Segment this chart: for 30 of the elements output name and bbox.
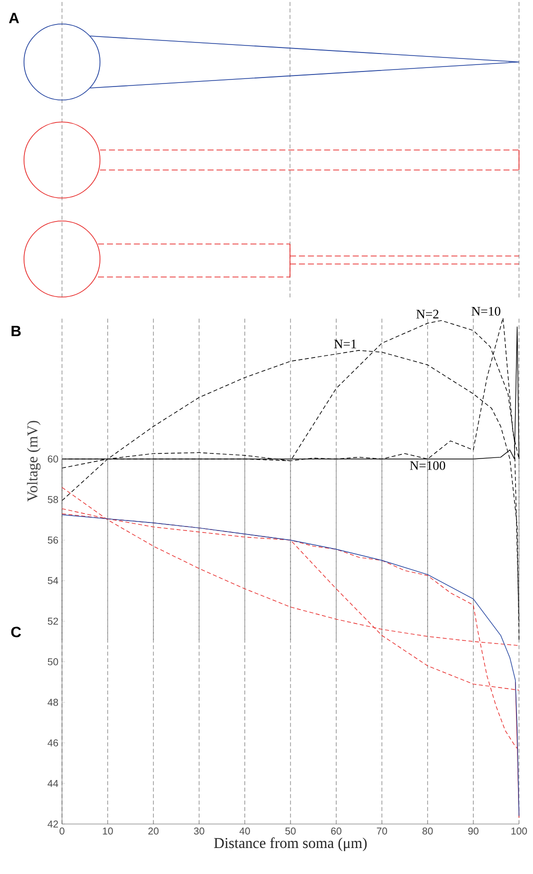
x-tick-label: 0 [60, 828, 64, 835]
x-tick-label: 100 [511, 828, 527, 835]
y-tick-label: 46 [48, 739, 58, 746]
x-tick-label: 30 [194, 828, 204, 835]
x-tick-label: 60 [331, 828, 342, 835]
series-label: N=2 [416, 310, 438, 318]
text: C [11, 626, 21, 638]
y-tick-label: 48 [48, 698, 58, 706]
x-tick-label: 90 [468, 828, 478, 835]
series-label: N=100 [410, 461, 446, 470]
y-tick-label: 54 [48, 577, 58, 584]
x-tick-label: 40 [239, 828, 250, 835]
y-tick-label: 58 [48, 496, 58, 504]
text: B [12, 326, 21, 336]
y-tick-label: 50 [48, 658, 58, 666]
x-tick-label: 20 [148, 828, 159, 835]
y-tick-label: 52 [48, 618, 58, 625]
y-tick-label: 42 [48, 820, 58, 828]
x-tick-label: 70 [376, 828, 388, 835]
y-tick-label: 56 [48, 536, 58, 544]
x-tick-label: 50 [285, 828, 296, 835]
x-tick-label: 80 [422, 828, 433, 835]
series-label: N=1 [334, 340, 356, 348]
y-axis-title: Voltage (mV) [26, 420, 41, 502]
series-label: N=10 [472, 306, 500, 316]
y-tick-label: 44 [48, 780, 58, 787]
text: A [8, 12, 19, 24]
y-tick-label: 60 [48, 455, 58, 463]
x-axis-title: Distance from soma (μm) [214, 837, 367, 852]
x-tick-label: 10 [102, 828, 113, 835]
